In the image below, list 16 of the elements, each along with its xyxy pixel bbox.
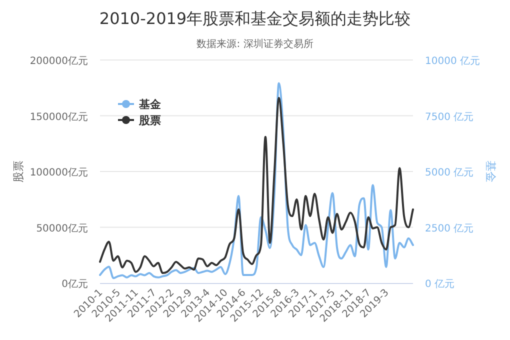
y-tick-label: 200000亿元 bbox=[30, 56, 88, 67]
y-axis-title: 股票 bbox=[12, 160, 25, 182]
y-tick-label: 0亿元 bbox=[62, 279, 88, 290]
chart-title: 2010-2019年股票和基金交易额的走势比较 bbox=[99, 9, 411, 28]
y2-tick-label: 2500 亿元 bbox=[425, 223, 474, 234]
y2-axis-title: 基金 bbox=[484, 160, 497, 182]
y2-tick-label: 7500 亿元 bbox=[425, 112, 474, 123]
y-tick-label: 50000亿元 bbox=[36, 223, 88, 234]
y-tick-label: 100000亿元 bbox=[30, 168, 88, 178]
legend-label: 股票 bbox=[138, 114, 161, 127]
legend-label: 基金 bbox=[138, 98, 162, 111]
chart-subtitle: 数据来源: 深圳证券交易所 bbox=[196, 38, 314, 50]
y2-tick-label: 0 亿元 bbox=[425, 279, 455, 290]
y-tick-label: 150000亿元 bbox=[30, 112, 88, 123]
y2-tick-label: 10000 亿元 bbox=[425, 56, 480, 67]
y2-tick-label: 5000 亿元 bbox=[425, 168, 474, 178]
